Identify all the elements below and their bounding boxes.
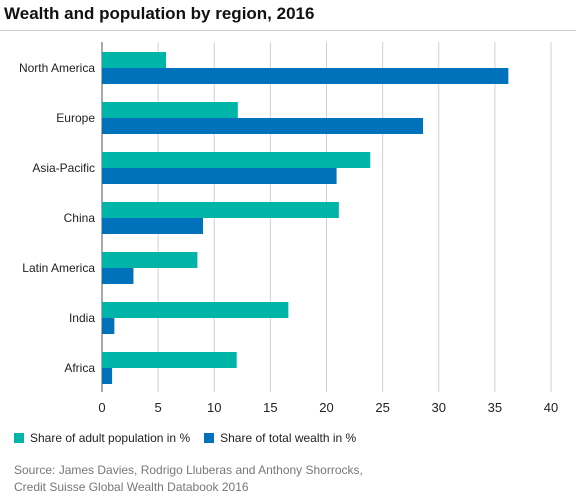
x-tick-label: 35	[488, 400, 502, 415]
x-tick-label: 10	[207, 400, 221, 415]
category-label: North America	[19, 61, 95, 75]
bar-wealth	[102, 118, 424, 134]
x-tick-label: 0	[98, 400, 105, 415]
chart-title: Wealth and population by region, 2016	[4, 4, 315, 23]
legend-item-wealth: Share of total wealth in %	[204, 431, 356, 445]
x-tick-label: 20	[319, 400, 333, 415]
category-label: Asia-Pacific	[32, 161, 95, 175]
bar-wealth	[102, 368, 113, 384]
legend-swatch-wealth	[204, 433, 215, 443]
x-tick-label: 15	[263, 400, 277, 415]
category-label: Europe	[56, 111, 95, 125]
bar-population	[102, 152, 371, 168]
bar-population	[102, 102, 238, 118]
legend-swatch-population	[14, 433, 24, 443]
source-line-1: Source: James Davies, Rodrigo Lluberas a…	[14, 463, 363, 477]
source-line-2: Credit Suisse Global Wealth Databook 201…	[14, 480, 249, 494]
bar-wealth	[102, 218, 204, 234]
source-note: Source: James Davies, Rodrigo Lluberas a…	[14, 462, 363, 496]
x-tick-label: 5	[155, 400, 162, 415]
category-label: China	[64, 211, 96, 225]
x-tick-label: 30	[432, 400, 446, 415]
bar-population	[102, 202, 339, 218]
category-label: Latin America	[22, 261, 95, 275]
x-tick-label: 40	[544, 400, 558, 415]
legend: Share of adult population in % Share of …	[14, 431, 356, 445]
bar-population	[102, 252, 198, 268]
category-label: Africa	[64, 361, 95, 375]
bar-wealth	[102, 268, 134, 284]
bar-wealth	[102, 68, 509, 84]
bar-population	[102, 352, 237, 368]
category-label: India	[69, 311, 95, 325]
legend-label-wealth: Share of total wealth in %	[220, 431, 357, 445]
bar-wealth	[102, 168, 337, 184]
x-tick-label: 25	[375, 400, 389, 415]
title-divider	[0, 30, 576, 31]
legend-item-population: Share of adult population in %	[14, 431, 190, 445]
bar-population	[102, 302, 289, 318]
legend-label-population: Share of adult population in %	[30, 431, 191, 445]
bar-population	[102, 52, 166, 68]
bar-wealth	[102, 318, 115, 334]
bar-chart: 0 5 10 15 20 25 30 35 40 North America Europe Asia-…	[19, 42, 558, 415]
